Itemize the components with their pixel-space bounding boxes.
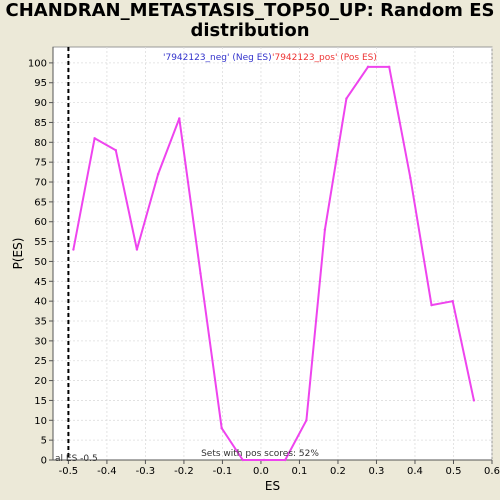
x-tick-label: 0.5 [446, 466, 462, 477]
data-point [178, 117, 181, 120]
data-point [430, 303, 433, 307]
x-tick-label: -0.3 [136, 466, 156, 477]
y-tick-label: 95 [34, 78, 47, 89]
y-tick-label: 75 [34, 158, 47, 169]
plot-area [52, 46, 493, 461]
x-tick-label: -0.5 [59, 466, 79, 477]
y-tick-label: 65 [34, 197, 47, 208]
y-tick-label: 0 [41, 456, 47, 467]
y-tick-label: 80 [34, 138, 47, 149]
x-tick-label: 0.0 [253, 466, 269, 477]
data-point [472, 399, 476, 402]
x-tick-label: 0.4 [407, 466, 423, 477]
data-point [220, 427, 223, 430]
series-line [72, 65, 475, 461]
x-tick-label: 0.1 [292, 466, 308, 477]
data-point [451, 299, 454, 303]
chart-title: CHANDRAN_METASTASIS_TOP50_UP: Random ES … [0, 1, 500, 41]
data-point [262, 458, 266, 462]
x-tick-label: -0.1 [213, 466, 233, 477]
actual-es-label: al ES -0.5 [55, 454, 98, 464]
legend-entry-neg: '7942123_neg' (Neg ES) [163, 53, 272, 63]
y-tick-label: 50 [34, 257, 47, 268]
data-point [284, 458, 287, 462]
y-axis-label: P(ES) [11, 238, 25, 270]
y-tick-label: 55 [34, 237, 47, 248]
y-tick-label: 30 [34, 336, 47, 347]
y-tick-label: 25 [34, 356, 47, 367]
data-point [345, 97, 348, 100]
x-tick-label: 0.3 [369, 466, 385, 477]
y-tick-label: 70 [34, 178, 47, 189]
data-point [72, 248, 75, 251]
y-tick-label: 10 [34, 416, 47, 427]
x-tick-label: 0.2 [330, 466, 346, 477]
x-tick-label: -0.2 [174, 466, 194, 477]
data-point [199, 272, 202, 275]
data-point [305, 419, 308, 422]
y-tick-label: 15 [34, 396, 47, 407]
y-tick-label: 45 [34, 277, 47, 288]
data-point [241, 458, 245, 462]
data-point [156, 172, 160, 176]
grid [53, 47, 493, 461]
data-point [135, 248, 139, 251]
y-tick-label: 85 [34, 118, 47, 129]
legend-entry-pos: '7942123_pos' (Pos ES) [272, 53, 377, 63]
axes: 0 5 10 15 20 25 30 35 40 45 50 55 60 65 70 75 80 85 90 95 10… [28, 47, 500, 477]
y-tick-label: 90 [34, 98, 47, 109]
data-point [387, 65, 391, 69]
x-axis-label: ES [265, 479, 280, 493]
data-point [114, 149, 117, 152]
data-point [409, 176, 412, 180]
pos-scores-annotation: Sets with pos scores: 52% [201, 449, 319, 459]
data-point [366, 65, 370, 69]
x-tick-label: -0.4 [97, 466, 117, 477]
x-tick-label: 0.6 [484, 466, 500, 477]
y-tick-label: 35 [34, 317, 47, 328]
series-layer [72, 65, 476, 462]
y-tick-label: 60 [34, 217, 47, 228]
data-point [323, 228, 327, 231]
y-tick-label: 20 [34, 376, 47, 387]
y-tick-label: 5 [41, 436, 47, 447]
y-tick-label: 100 [28, 58, 47, 69]
chart-title-line1: CHANDRAN_METASTASIS_TOP50_UP: Random ES [5, 0, 495, 21]
chart-title-line2: distribution [190, 20, 310, 41]
data-point [93, 137, 96, 140]
y-tick-label: 40 [34, 297, 47, 308]
